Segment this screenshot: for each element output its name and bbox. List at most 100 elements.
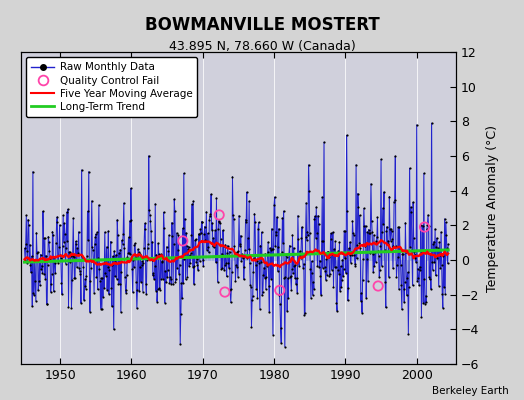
Point: [433, 255, 442, 261]
Point: [215, 212, 223, 218]
Point: [93, 286, 102, 292]
Point: [335, 271, 343, 277]
Point: [339, 273, 347, 279]
Point: [221, 262, 229, 268]
Point: [88, 243, 96, 250]
Point: [211, 241, 219, 248]
Point: [363, 256, 371, 262]
Point: [265, 283, 273, 289]
Point: [341, 255, 349, 262]
Point: [360, 222, 368, 229]
Point: [227, 286, 235, 292]
Point: [236, 240, 244, 247]
Point: [274, 244, 282, 250]
Point: [375, 274, 384, 280]
Point: [348, 218, 357, 224]
Point: [280, 344, 289, 350]
Point: [405, 283, 413, 290]
Point: [108, 262, 117, 268]
Point: [326, 271, 334, 277]
Point: [346, 239, 354, 245]
Point: [412, 259, 420, 266]
Point: [113, 217, 122, 223]
Point: [163, 274, 171, 280]
Point: [335, 239, 344, 245]
Point: [276, 300, 284, 307]
Point: [209, 243, 217, 250]
Point: [116, 246, 124, 253]
Point: [322, 256, 331, 262]
Point: [23, 260, 31, 266]
Point: [208, 220, 216, 226]
Point: [189, 264, 197, 270]
Point: [32, 230, 40, 236]
Point: [434, 282, 443, 289]
Point: [321, 268, 330, 274]
Point: [237, 258, 246, 264]
Point: [287, 287, 296, 293]
Point: [308, 270, 316, 276]
Point: [397, 262, 405, 268]
Point: [209, 235, 217, 241]
Point: [382, 228, 390, 234]
Point: [74, 229, 83, 235]
Point: [372, 259, 380, 265]
Point: [218, 265, 226, 271]
Point: [62, 209, 71, 215]
Point: [155, 284, 163, 291]
Point: [64, 304, 73, 310]
Point: [324, 254, 333, 260]
Point: [260, 275, 269, 281]
Point: [364, 226, 373, 233]
Point: [126, 251, 135, 258]
Point: [202, 208, 211, 215]
Point: [39, 235, 48, 241]
Point: [351, 262, 359, 269]
Point: [302, 200, 310, 206]
Point: [29, 168, 37, 175]
Point: [252, 285, 260, 292]
Point: [188, 201, 196, 208]
Point: [137, 279, 145, 285]
Point: [413, 266, 422, 272]
Point: [315, 258, 324, 264]
Point: [444, 241, 452, 247]
Point: [92, 274, 101, 280]
Point: [76, 271, 84, 277]
Point: [238, 251, 246, 258]
Point: [109, 253, 117, 259]
Point: [234, 274, 242, 280]
Point: [184, 244, 193, 250]
Point: [435, 252, 444, 258]
Point: [73, 264, 81, 270]
Point: [58, 291, 66, 298]
Point: [203, 246, 211, 253]
Point: [408, 247, 416, 253]
Point: [64, 206, 72, 212]
Point: [298, 253, 307, 260]
Point: [318, 194, 326, 200]
Point: [421, 293, 430, 299]
Point: [305, 229, 314, 236]
Point: [384, 240, 392, 247]
Point: [332, 300, 341, 306]
Point: [386, 226, 394, 232]
Point: [159, 209, 168, 216]
Point: [370, 232, 378, 238]
Point: [121, 273, 129, 280]
Point: [149, 272, 157, 278]
Point: [183, 273, 191, 280]
Point: [141, 281, 150, 288]
Point: [240, 264, 248, 270]
Point: [34, 249, 42, 255]
Point: [177, 311, 185, 317]
Point: [322, 276, 330, 283]
Point: [26, 242, 34, 248]
Point: [430, 258, 439, 265]
Point: [310, 286, 318, 292]
Point: [217, 250, 226, 257]
Point: [206, 211, 215, 218]
Point: [166, 274, 174, 280]
Point: [31, 278, 39, 284]
Point: [182, 230, 190, 236]
